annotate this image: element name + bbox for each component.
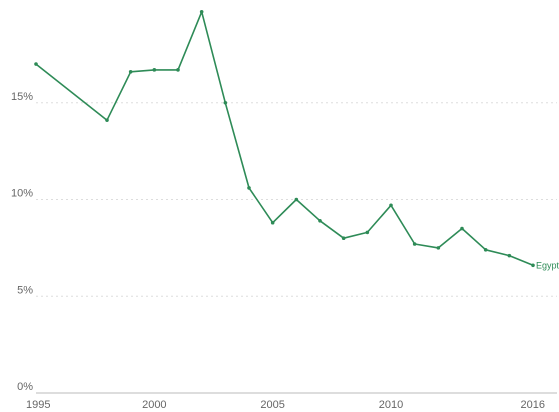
x-tick-label: 2000 (142, 399, 166, 411)
data-point (176, 68, 180, 72)
data-point (389, 203, 393, 208)
data-point (483, 248, 488, 252)
data-point (365, 230, 370, 235)
x-tick-label: 2016 (521, 399, 545, 411)
series-line (35, 11, 534, 267)
data-point (531, 263, 535, 268)
series-layer (34, 10, 535, 268)
y-tick-label: 10% (11, 188, 33, 200)
data-point (294, 197, 299, 202)
data-point (460, 226, 464, 231)
data-point (412, 242, 417, 246)
data-point (247, 186, 251, 190)
data-point (128, 69, 133, 74)
data-point (152, 68, 157, 72)
data-point (223, 100, 228, 105)
y-tick-label: 0% (17, 381, 33, 393)
data-point (507, 253, 512, 258)
data-point (105, 118, 109, 122)
data-point (270, 220, 275, 225)
x-tick-label: 2010 (379, 399, 403, 411)
x-tick-label: 1995 (26, 399, 50, 411)
x-tick-label: 2005 (260, 399, 284, 411)
series-label: Egypt (536, 260, 559, 270)
data-point (199, 10, 204, 14)
y-tick-label: 5% (17, 284, 33, 296)
y-tick-label: 15% (11, 91, 33, 103)
data-point (341, 236, 346, 240)
label-layer: 0% 5% 10% 15% 1995 2000 2005 2010 2016 Egypt (11, 91, 559, 411)
data-point (436, 246, 441, 250)
data-point (318, 218, 322, 223)
data-point (34, 62, 38, 66)
